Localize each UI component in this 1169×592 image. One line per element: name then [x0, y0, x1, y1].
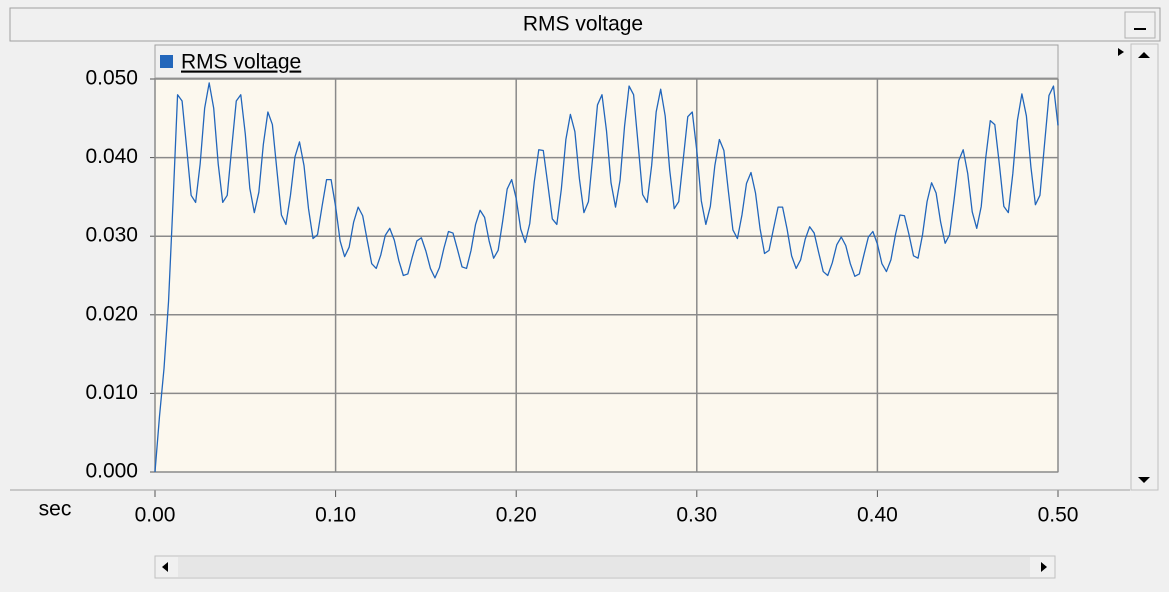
scroll-thumb[interactable] — [178, 557, 1030, 577]
x-tick-label: 0.20 — [496, 504, 537, 527]
title-bar — [9, 7, 1161, 42]
x-tick-label: 0.50 — [1038, 504, 1079, 527]
x-tick-label: 0.10 — [315, 504, 356, 527]
scroll-up[interactable] — [1138, 52, 1150, 58]
vertical-scrollbar[interactable] — [1130, 43, 1159, 491]
data-line — [154, 82, 1059, 473]
grid — [150, 78, 1059, 497]
legend-strip — [154, 44, 1059, 79]
x-tick-label: 0.40 — [857, 504, 898, 527]
scroll-right[interactable] — [1041, 562, 1047, 572]
series — [154, 82, 1059, 473]
minimize-button[interactable] — [1124, 11, 1156, 39]
y-tick-label: 0.010 — [85, 381, 138, 404]
legend-label[interactable]: RMS voltage — [181, 51, 301, 74]
y-tick-label: 0.020 — [85, 302, 138, 325]
plot-area — [154, 78, 1059, 473]
scroll-down[interactable] — [1138, 477, 1150, 483]
chart-title: RMS voltage — [523, 13, 643, 36]
y-tick-label: 0.050 — [85, 67, 138, 90]
y-tick-label: 0.000 — [85, 460, 138, 483]
x-axis-label: sec — [39, 498, 72, 521]
x-tick-label: 0.30 — [676, 504, 717, 527]
x-tick-label: 0.00 — [135, 504, 176, 527]
scroll-left[interactable] — [162, 562, 168, 572]
legend-swatch — [160, 55, 173, 68]
y-tick-label: 0.030 — [85, 224, 138, 247]
y-tick-label: 0.040 — [85, 145, 138, 168]
expand-arrow[interactable] — [1118, 48, 1124, 56]
axis-labels: 0.000 0.010 0.020 0.030 0.040 0.050 0.00 0.10 0.… — [85, 67, 1078, 527]
